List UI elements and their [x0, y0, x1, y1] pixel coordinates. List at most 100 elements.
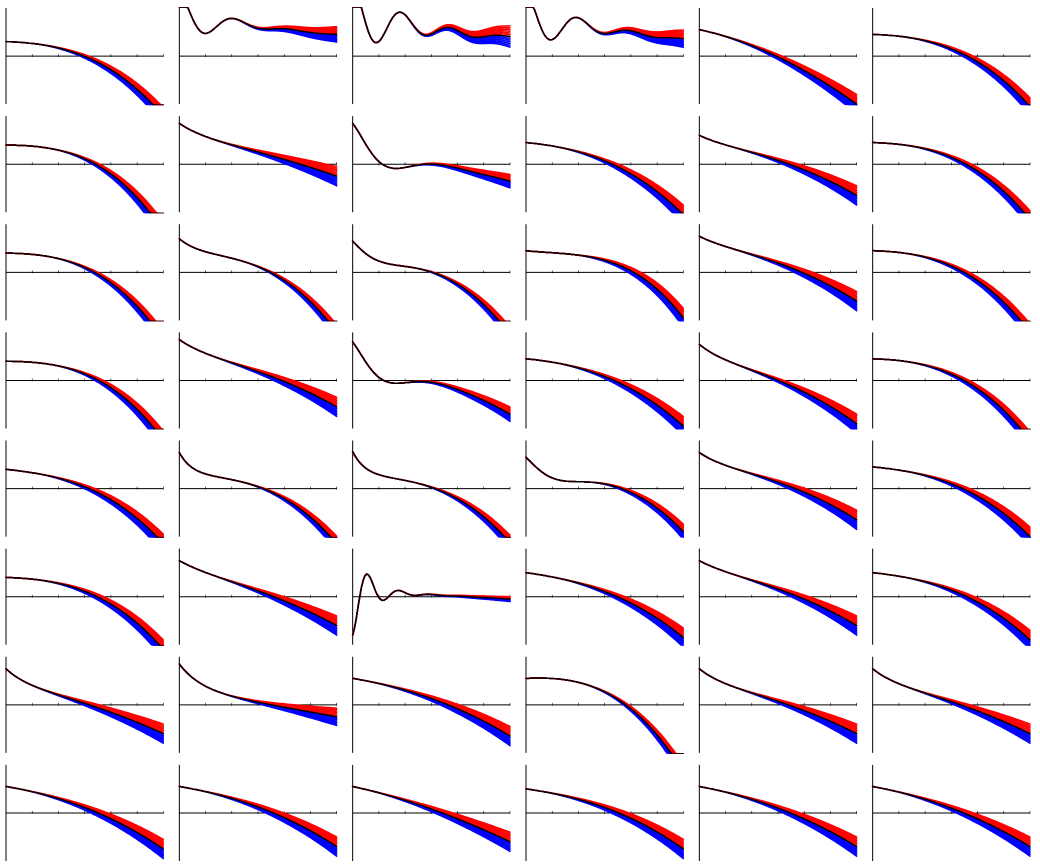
reference-curve	[871, 249, 1031, 322]
curve-family	[178, 7, 338, 43]
panel-7-4	[698, 764, 858, 862]
reference-curve	[5, 576, 165, 646]
panel-1-0	[5, 116, 165, 214]
curve-family	[525, 7, 685, 49]
upper-curve	[871, 571, 1031, 640]
lower-curve	[871, 141, 1031, 214]
lower-curve	[525, 571, 685, 642]
lower-curve	[351, 450, 511, 538]
upper-curve	[351, 573, 511, 636]
reference-curve	[178, 237, 338, 322]
curve-family	[525, 571, 685, 646]
lower-curve	[525, 358, 685, 430]
lower-curve	[698, 559, 858, 636]
lower-curve	[871, 33, 1031, 106]
panel-0-1	[178, 7, 338, 105]
panel-6-5	[871, 656, 1031, 753]
upper-curve	[5, 668, 165, 730]
lower-curve	[525, 677, 685, 754]
reference-curve	[698, 668, 858, 735]
upper-curve	[5, 576, 165, 646]
lower-curve	[698, 235, 858, 312]
reference-curve	[178, 785, 338, 848]
curve-family	[351, 341, 511, 423]
upper-curve	[871, 668, 1031, 725]
curve-family	[525, 249, 685, 322]
reference-curve	[698, 235, 858, 302]
panel-4-3	[525, 440, 685, 538]
lower-curve	[178, 338, 338, 416]
panel-2-4	[698, 224, 858, 321]
lower-curve	[525, 788, 685, 858]
reference-curve	[178, 338, 338, 408]
reference-curve	[351, 450, 511, 538]
lower-curve	[698, 343, 858, 430]
upper-curve	[5, 668, 165, 725]
upper-curve	[351, 573, 511, 636]
upper-curve	[871, 141, 1031, 214]
curve-family	[525, 788, 685, 860]
lower-curve	[351, 573, 511, 636]
curve-family	[525, 677, 685, 754]
reference-curve	[351, 341, 511, 415]
reference-curve	[5, 468, 165, 538]
upper-curve	[351, 573, 511, 636]
panel-7-0	[5, 764, 165, 862]
lower-curve	[5, 576, 165, 646]
curve-family	[698, 785, 858, 857]
lower-curve	[5, 576, 165, 646]
lower-curve	[871, 141, 1031, 214]
panel-6-3	[525, 656, 685, 754]
lower-curve	[525, 571, 685, 645]
panel-3-2	[351, 332, 511, 429]
lower-curve	[5, 576, 165, 646]
panel-2-3	[525, 224, 685, 322]
lower-curve	[871, 466, 1031, 538]
panel-1-4	[698, 116, 858, 213]
lower-curve	[5, 252, 165, 322]
lower-curve	[525, 571, 685, 646]
lower-curve	[871, 141, 1031, 214]
upper-curve	[871, 141, 1031, 214]
lower-curve	[698, 134, 858, 203]
reference-curve	[525, 788, 685, 850]
lower-curve	[5, 785, 165, 858]
upper-curve	[871, 466, 1031, 535]
lower-curve	[871, 466, 1031, 538]
panel-0-5	[871, 8, 1031, 106]
panel-2-2	[351, 224, 511, 322]
curve-family	[698, 451, 858, 531]
lower-curve	[525, 456, 685, 534]
reference-curve	[525, 249, 685, 319]
upper-curve	[525, 456, 685, 532]
reference-curve	[351, 785, 511, 843]
panel-7-5	[871, 764, 1031, 862]
reference-curve	[178, 451, 338, 538]
lower-curve	[698, 134, 858, 206]
panel-2-5	[871, 224, 1031, 322]
lower-curve	[871, 141, 1031, 214]
lower-curve	[698, 134, 858, 205]
reference-curve	[698, 559, 858, 627]
reference-curve	[351, 573, 511, 636]
reference-curve	[871, 141, 1031, 214]
lower-curve	[525, 141, 685, 214]
curve-family	[698, 134, 858, 206]
lower-curve	[871, 785, 1031, 857]
lower-curve	[698, 28, 858, 106]
upper-curve	[351, 573, 511, 636]
curve-family	[698, 668, 858, 744]
reference-curve	[525, 7, 685, 41]
curve-family	[698, 343, 858, 430]
reference-curve	[871, 785, 1031, 848]
lower-curve	[871, 33, 1031, 106]
upper-curve	[525, 456, 685, 529]
lower-curve	[178, 122, 338, 187]
reference-curve	[525, 358, 685, 427]
lower-curve	[871, 466, 1031, 538]
upper-curve	[698, 668, 858, 728]
reference-curve	[698, 343, 858, 425]
curve-family	[5, 360, 165, 430]
panel-6-4	[698, 656, 858, 753]
